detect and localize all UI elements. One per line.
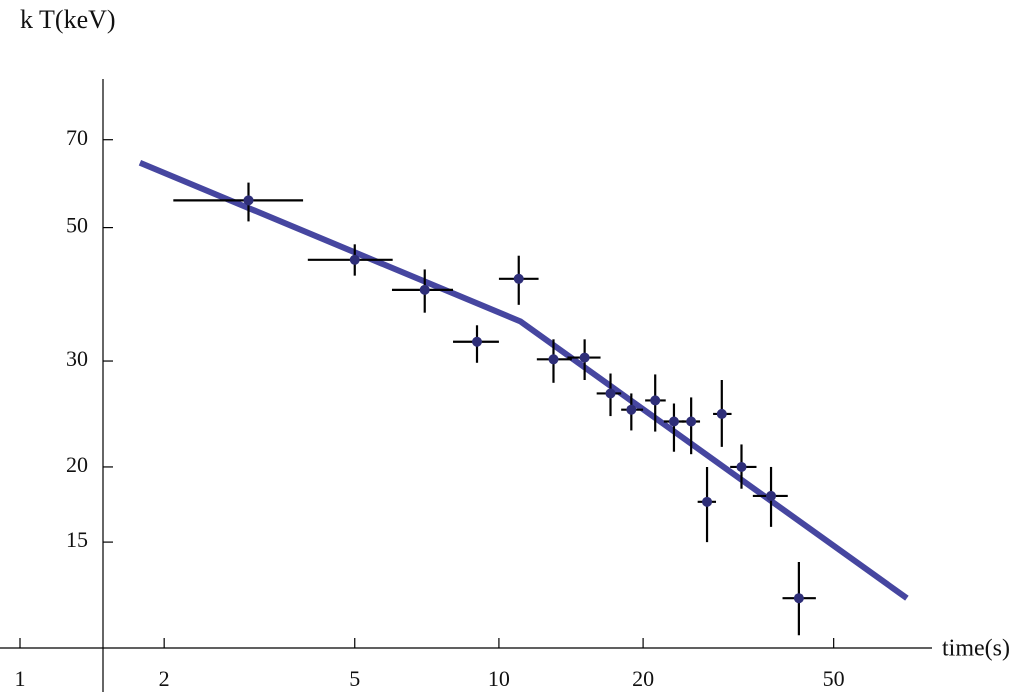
y-tick-label: 20 [66,452,88,477]
x-tick-label: 2 [159,666,170,691]
x-axis-label: time(s) [942,636,1010,662]
data-point [686,416,697,427]
data-point [349,254,360,265]
data-point [472,336,483,347]
x-tick-label: 1 [15,666,26,691]
data-point [793,593,804,604]
data-point [243,195,254,206]
x-tick-label: 50 [823,666,845,691]
x-tick-label: 5 [349,666,360,691]
data-point [736,461,747,472]
data-point [766,490,777,501]
y-tick-label: 50 [66,213,88,238]
data-point [605,388,616,399]
data-point [650,395,661,406]
data-point [419,284,430,295]
y-axis-label: k T(keV) [20,5,116,34]
data-point [716,408,727,419]
data-point [668,416,679,427]
y-tick-label: 15 [66,527,88,552]
data-point [702,496,713,507]
data-point [579,352,590,363]
data-point [513,273,524,284]
data-point [548,354,559,365]
y-tick-label: 70 [66,125,88,150]
x-tick-label: 10 [488,666,510,691]
fit-line [138,159,909,601]
x-tick-label: 20 [632,666,654,691]
data-point [626,404,637,415]
y-tick-label: 30 [66,346,88,371]
